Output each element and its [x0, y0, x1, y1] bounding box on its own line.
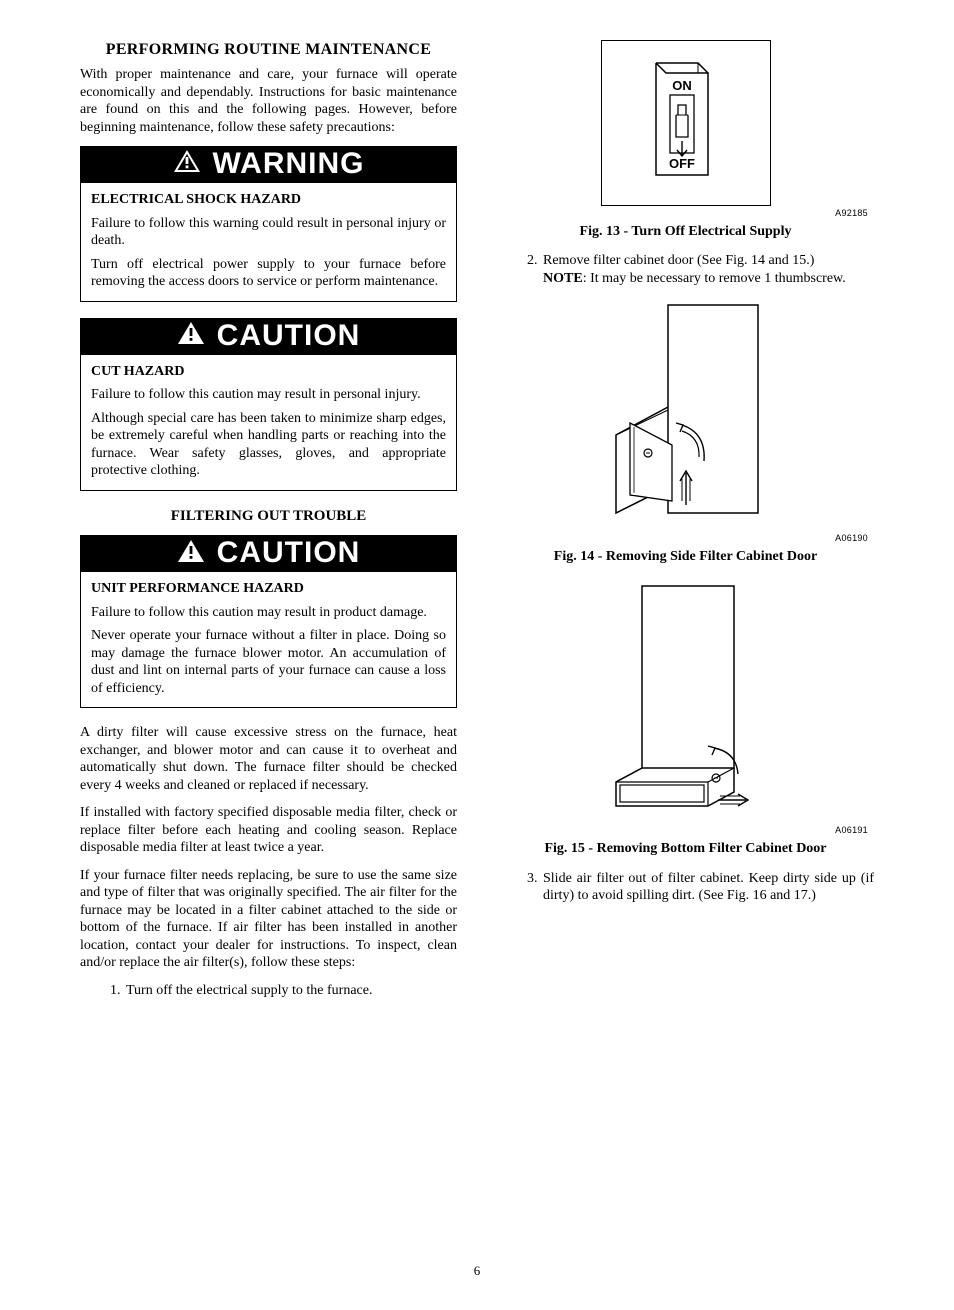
- figure-14: A06190 Fig. 14 - Removing Side Filter Ca…: [497, 295, 874, 565]
- caution-word-2: CAUTION: [217, 538, 361, 568]
- warning-text-2: Turn off electrical power supply to your…: [91, 256, 446, 291]
- caution-triangle-icon: [177, 321, 205, 351]
- note-text: : It may be necessary to remove 1 thumbs…: [583, 271, 846, 286]
- caution-box-performance: CAUTION UNIT PERFORMANCE HAZARD Failure …: [80, 535, 457, 708]
- side-cabinet-diagram-icon: [586, 295, 786, 525]
- warning-text-1: Failure to follow this warning could res…: [91, 215, 446, 250]
- steps-list-right-1: Remove filter cabinet door (See Fig. 14 …: [541, 252, 874, 287]
- section-heading-filtering: FILTERING OUT TROUBLE: [80, 507, 457, 526]
- warning-hazard-title: ELECTRICAL SHOCK HAZARD: [91, 191, 446, 209]
- caution1-text-2: Although special care has been taken to …: [91, 410, 446, 480]
- paragraph-media-filter: If installed with factory specified disp…: [80, 804, 457, 857]
- figure-13-caption: Fig. 13 - Turn Off Electrical Supply: [497, 223, 874, 241]
- caution1-text-1: Failure to follow this caution may resul…: [91, 386, 446, 404]
- switch-diagram-icon: ON OFF: [636, 55, 736, 185]
- figure-15-code: A06191: [497, 825, 868, 836]
- caution-header-2: CAUTION: [81, 536, 456, 572]
- warning-box: WARNING ELECTRICAL SHOCK HAZARD Failure …: [80, 146, 457, 302]
- paragraph-replace-filter: If your furnace filter needs replacing, …: [80, 867, 457, 972]
- warning-word: WARNING: [213, 149, 365, 179]
- warning-header: WARNING: [81, 147, 456, 183]
- off-label: OFF: [669, 156, 695, 171]
- step-1: Turn off the electrical supply to the fu…: [124, 982, 457, 1000]
- on-label: ON: [672, 78, 692, 93]
- paragraph-dirty-filter: A dirty filter will cause excessive stre…: [80, 724, 457, 794]
- figure-15-caption: Fig. 15 - Removing Bottom Filter Cabinet…: [497, 840, 874, 858]
- figure-13-code: A92185: [497, 208, 868, 219]
- figure-14-code: A06190: [497, 533, 868, 544]
- caution2-hazard-title: UNIT PERFORMANCE HAZARD: [91, 580, 446, 598]
- figure-15: A06191 Fig. 15 - Removing Bottom Filter …: [497, 578, 874, 858]
- step-2: Remove filter cabinet door (See Fig. 14 …: [541, 252, 874, 287]
- caution2-text-1: Failure to follow this caution may resul…: [91, 604, 446, 622]
- right-column: ON OFF A92185 Fig. 13 - Turn Off Electri…: [497, 40, 874, 1003]
- step-2-text: Remove filter cabinet door (See Fig. 14 …: [543, 253, 814, 268]
- caution2-text-2: Never operate your furnace without a fil…: [91, 627, 446, 697]
- figure-14-caption: Fig. 14 - Removing Side Filter Cabinet D…: [497, 548, 874, 566]
- caution-word-1: CAUTION: [217, 321, 361, 351]
- caution-triangle-icon: [177, 539, 205, 569]
- left-column: PERFORMING ROUTINE MAINTENANCE With prop…: [80, 40, 457, 1003]
- section-heading-maintenance: PERFORMING ROUTINE MAINTENANCE: [80, 40, 457, 60]
- caution-box-cut: CAUTION CUT HAZARD Failure to follow thi…: [80, 318, 457, 491]
- warning-triangle-icon: [173, 149, 201, 179]
- intro-paragraph: With proper maintenance and care, your f…: [80, 66, 457, 136]
- note-label: NOTE: [543, 271, 583, 286]
- bottom-cabinet-diagram-icon: [586, 578, 786, 818]
- caution-header-1: CAUTION: [81, 319, 456, 355]
- page-number: 6: [80, 1263, 874, 1279]
- steps-list-right-2: Slide air filter out of filter cabinet. …: [541, 870, 874, 905]
- caution1-hazard-title: CUT HAZARD: [91, 363, 446, 381]
- steps-list-left: Turn off the electrical supply to the fu…: [124, 982, 457, 1000]
- step-3: Slide air filter out of filter cabinet. …: [541, 870, 874, 905]
- figure-13: ON OFF A92185 Fig. 13 - Turn Off Electri…: [497, 40, 874, 240]
